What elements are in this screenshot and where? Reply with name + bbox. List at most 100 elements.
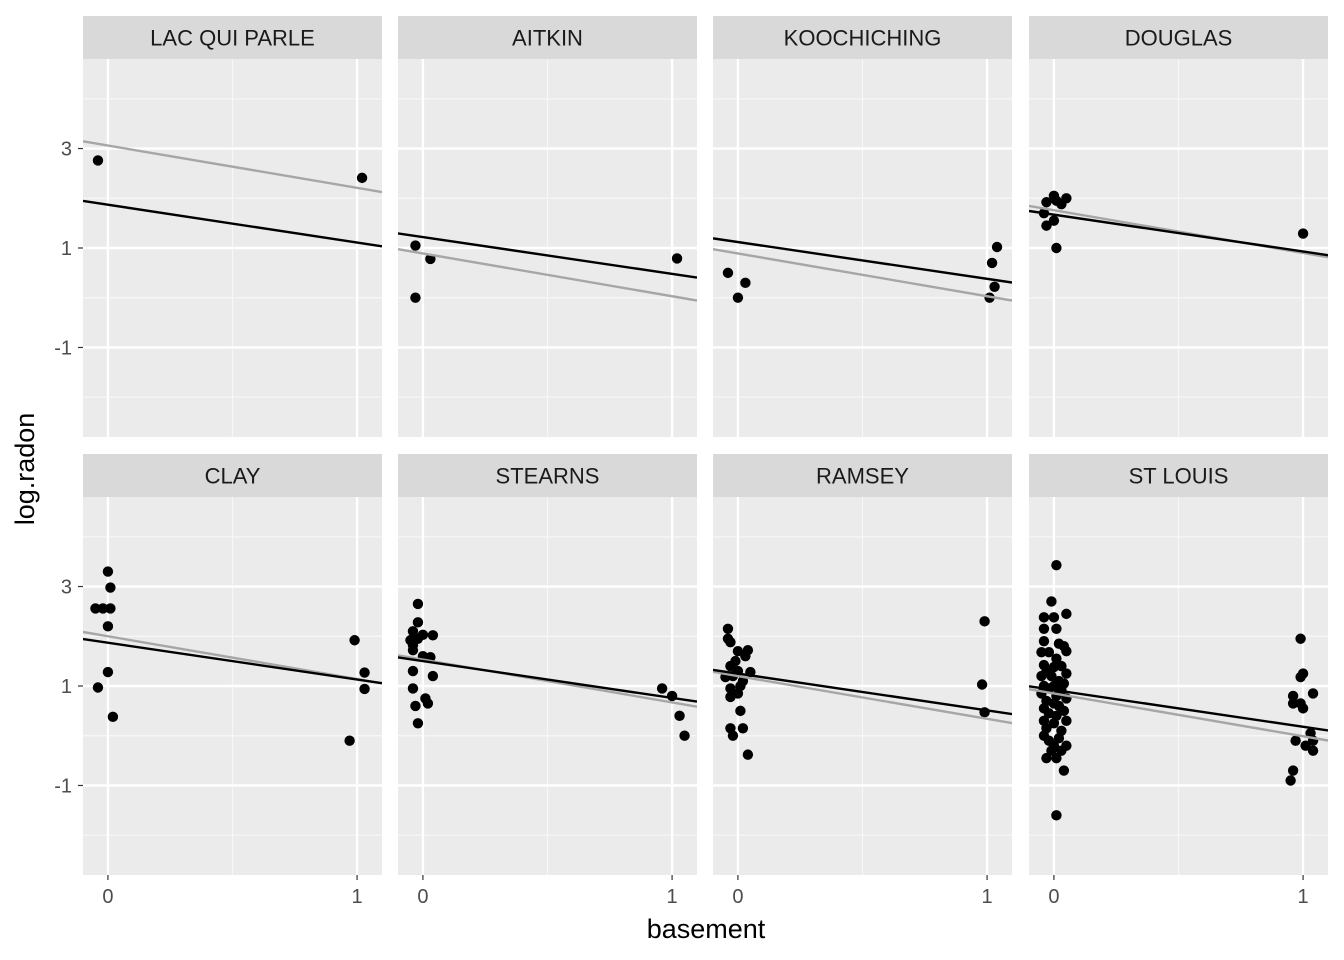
- data-point: [1041, 752, 1052, 764]
- panel-data: [1029, 559, 1328, 821]
- panel-grid: LAC QUI PARLE AITKIN KOOCHICHING DOUGLAS CLA…: [83, 16, 1328, 875]
- panel-data: [713, 237, 1012, 303]
- fit-line-black: [83, 637, 382, 685]
- panel-grid-lines: [83, 59, 382, 437]
- data-point: [1053, 733, 1065, 744]
- fit-line-black: [83, 199, 382, 248]
- x-tick-label: 0: [1048, 886, 1059, 908]
- data-point: [1043, 646, 1055, 658]
- fit-line-black: [1029, 209, 1328, 257]
- fit-line-gray: [1029, 688, 1328, 742]
- panel-data: [83, 140, 382, 248]
- data-point: [427, 670, 439, 682]
- data-point: [410, 292, 421, 303]
- panel-grid-lines: [713, 497, 1012, 875]
- data-point: [1041, 197, 1052, 208]
- data-point: [1061, 715, 1072, 727]
- panel-strip-label: LAC QUI PARLE: [150, 26, 315, 51]
- data-point: [1051, 810, 1062, 821]
- data-point: [1038, 623, 1050, 635]
- data-point: [740, 277, 751, 289]
- data-point: [412, 598, 424, 610]
- panel-grid-lines: [1029, 497, 1328, 875]
- data-point: [1036, 670, 1047, 682]
- data-point: [725, 691, 736, 703]
- panel-aitkin: AITKIN: [398, 16, 697, 437]
- data-point: [97, 603, 109, 614]
- data-point: [1307, 688, 1319, 699]
- data-point: [1048, 612, 1060, 623]
- data-point: [740, 650, 751, 662]
- data-point: [735, 705, 746, 717]
- data-point: [359, 683, 370, 695]
- data-point: [976, 679, 988, 690]
- data-point: [1061, 668, 1072, 679]
- y-tick-label: 1: [61, 238, 72, 260]
- data-point: [407, 683, 419, 694]
- fit-line-black: [713, 668, 1012, 716]
- data-point: [1038, 636, 1050, 647]
- panel-grid-lines: [83, 497, 382, 875]
- panel-strip: [83, 454, 382, 497]
- x-tick-label: 1: [1298, 886, 1309, 908]
- data-point: [1061, 193, 1072, 204]
- y-tick-label: -1: [54, 337, 72, 359]
- data-point: [1290, 735, 1301, 746]
- panel-douglas: DOUGLAS: [1029, 16, 1328, 437]
- data-point: [407, 626, 419, 637]
- data-point: [1307, 745, 1319, 756]
- data-point: [991, 241, 1003, 253]
- panel-grid-lines: [1029, 59, 1328, 437]
- data-point: [107, 711, 119, 723]
- data-point: [1036, 646, 1047, 658]
- data-point: [1046, 745, 1057, 756]
- data-point: [722, 267, 734, 279]
- data-point: [1287, 690, 1299, 702]
- fit-line-black: [1029, 685, 1328, 732]
- y-axis-title: log.radon: [10, 413, 40, 526]
- data-point: [1056, 745, 1067, 756]
- fit-line-gray: [398, 248, 697, 302]
- data-point: [407, 665, 419, 677]
- panel-strip: [398, 454, 697, 497]
- fit-line-black: [398, 656, 697, 703]
- x-tick-label: 1: [352, 886, 363, 908]
- data-point: [102, 666, 114, 678]
- data-point: [92, 155, 104, 166]
- data-point: [1046, 596, 1057, 607]
- data-point: [1058, 705, 1070, 717]
- panel-clay: CLAY: [83, 454, 382, 875]
- x-tick-label: 1: [667, 886, 678, 908]
- data-point: [410, 240, 421, 251]
- panel-strip-label: CLAY: [205, 464, 261, 489]
- panel-grid-lines: [713, 59, 1012, 437]
- fit-line-black: [398, 232, 697, 279]
- data-point: [92, 682, 104, 693]
- data-point: [427, 630, 439, 641]
- panel-strip-label: ST LOUIS: [1129, 464, 1229, 489]
- data-point: [979, 616, 990, 627]
- data-point: [725, 683, 736, 694]
- data-point: [674, 710, 685, 722]
- data-point: [742, 749, 754, 760]
- data-point: [1295, 633, 1306, 644]
- panel-ramsey: RAMSEY: [713, 454, 1012, 875]
- data-point: [417, 629, 429, 640]
- panel-data: [398, 232, 697, 303]
- data-point: [1041, 220, 1052, 231]
- panel-strip-label: RAMSEY: [816, 464, 909, 489]
- data-point: [1058, 765, 1070, 776]
- fit-line-black: [713, 237, 1012, 284]
- data-point: [1048, 215, 1060, 226]
- y-axis-tick-labels: 3 1 -1 3 1 -1: [54, 139, 83, 797]
- data-point: [1300, 740, 1311, 751]
- data-point: [671, 253, 683, 264]
- data-point: [1061, 608, 1072, 620]
- data-point: [725, 637, 736, 648]
- x-tick-label: 0: [102, 886, 113, 908]
- data-point: [356, 172, 368, 184]
- data-point: [102, 566, 114, 577]
- panel-data: [83, 566, 382, 746]
- fit-line-gray: [713, 670, 1012, 725]
- data-point: [410, 700, 421, 712]
